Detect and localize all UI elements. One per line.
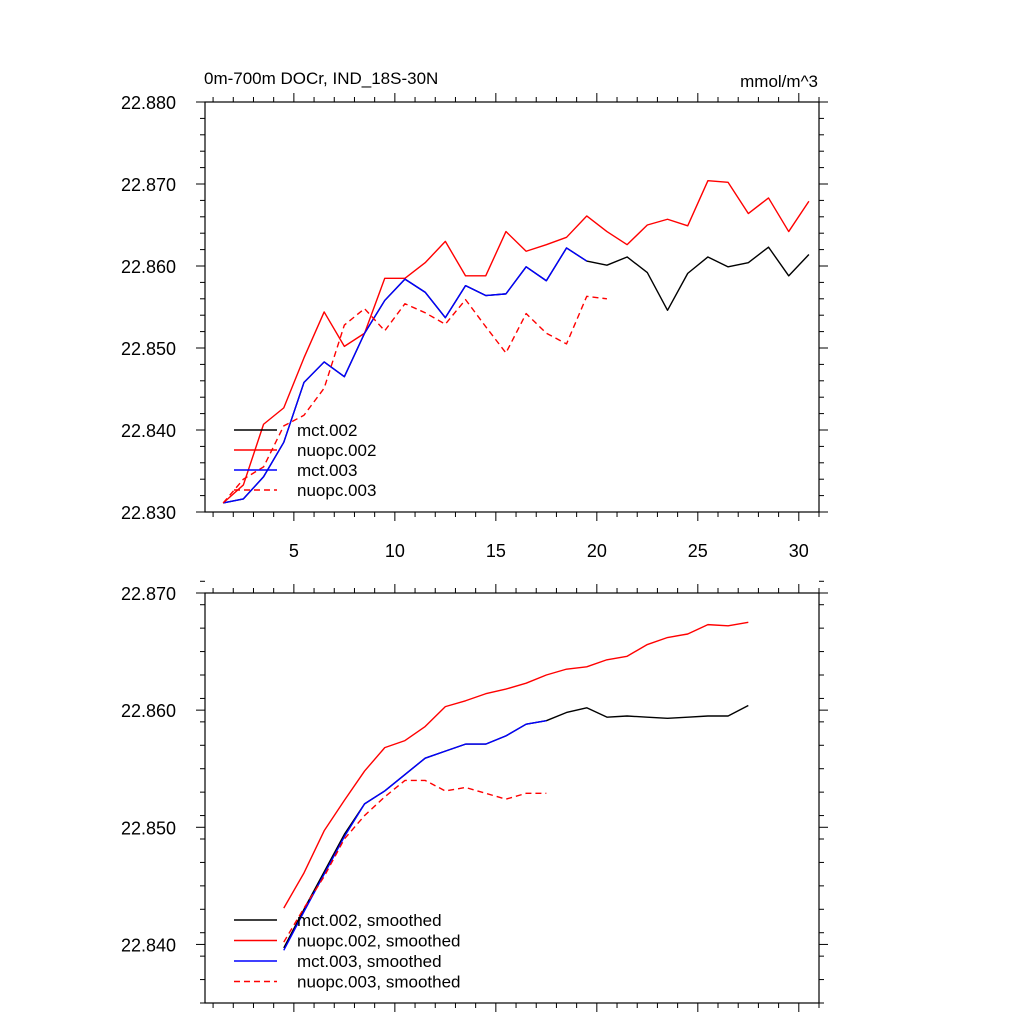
legend-label: mct.002: [297, 421, 357, 440]
x-tick-label: 5: [289, 541, 299, 561]
legend-label: nuopc.003: [297, 481, 376, 500]
y-tick-label: 22.880: [121, 93, 176, 113]
y-tick-label: 22.840: [121, 935, 176, 955]
y-tick-label: 22.860: [121, 257, 176, 277]
series-line: [222, 295, 608, 504]
y-tick-label: 22.860: [121, 701, 176, 721]
x-tick-label: 30: [789, 541, 809, 561]
y-tick-label: 22.850: [121, 818, 176, 838]
y-tick-label: 22.870: [121, 584, 176, 604]
legend-label: nuopc.002, smoothed: [297, 932, 461, 951]
legend-label: mct.003: [297, 461, 357, 480]
legend-label: nuopc.002: [297, 441, 376, 460]
bottom-panel: 22.840 22.850 22.860 22.870 mct.002, smoothe…: [121, 580, 828, 1012]
y-tick-label: 22.840: [121, 421, 176, 441]
series-line: [223, 247, 588, 504]
x-tick-label: 15: [486, 541, 506, 561]
legend-label: nuopc.003, smoothed: [297, 973, 461, 992]
chart-title: 0m-700m DOCr, IND_18S-30N: [204, 69, 438, 88]
top-panel: 0m-700m DOCr, IND_18S-30N mmol/m^3 22.83…: [121, 69, 828, 561]
y-tick-label: 22.850: [121, 339, 176, 359]
series-line: [283, 720, 547, 951]
x-tick-label: 10: [385, 541, 405, 561]
legend-label: mct.003, smoothed: [297, 952, 442, 971]
series-line: [283, 779, 547, 943]
x-tick-label: 20: [587, 541, 607, 561]
x-tick-label: 25: [688, 541, 708, 561]
series-line: [222, 180, 810, 504]
series-line: [283, 621, 749, 909]
y-tick-label: 22.830: [121, 503, 176, 523]
plot-frame: [204, 101, 820, 513]
plot-frame: [204, 592, 820, 1004]
units-label: mmol/m^3: [740, 72, 818, 91]
y-tick-label: 22.870: [121, 175, 176, 195]
legend-label: mct.002, smoothed: [297, 911, 442, 930]
